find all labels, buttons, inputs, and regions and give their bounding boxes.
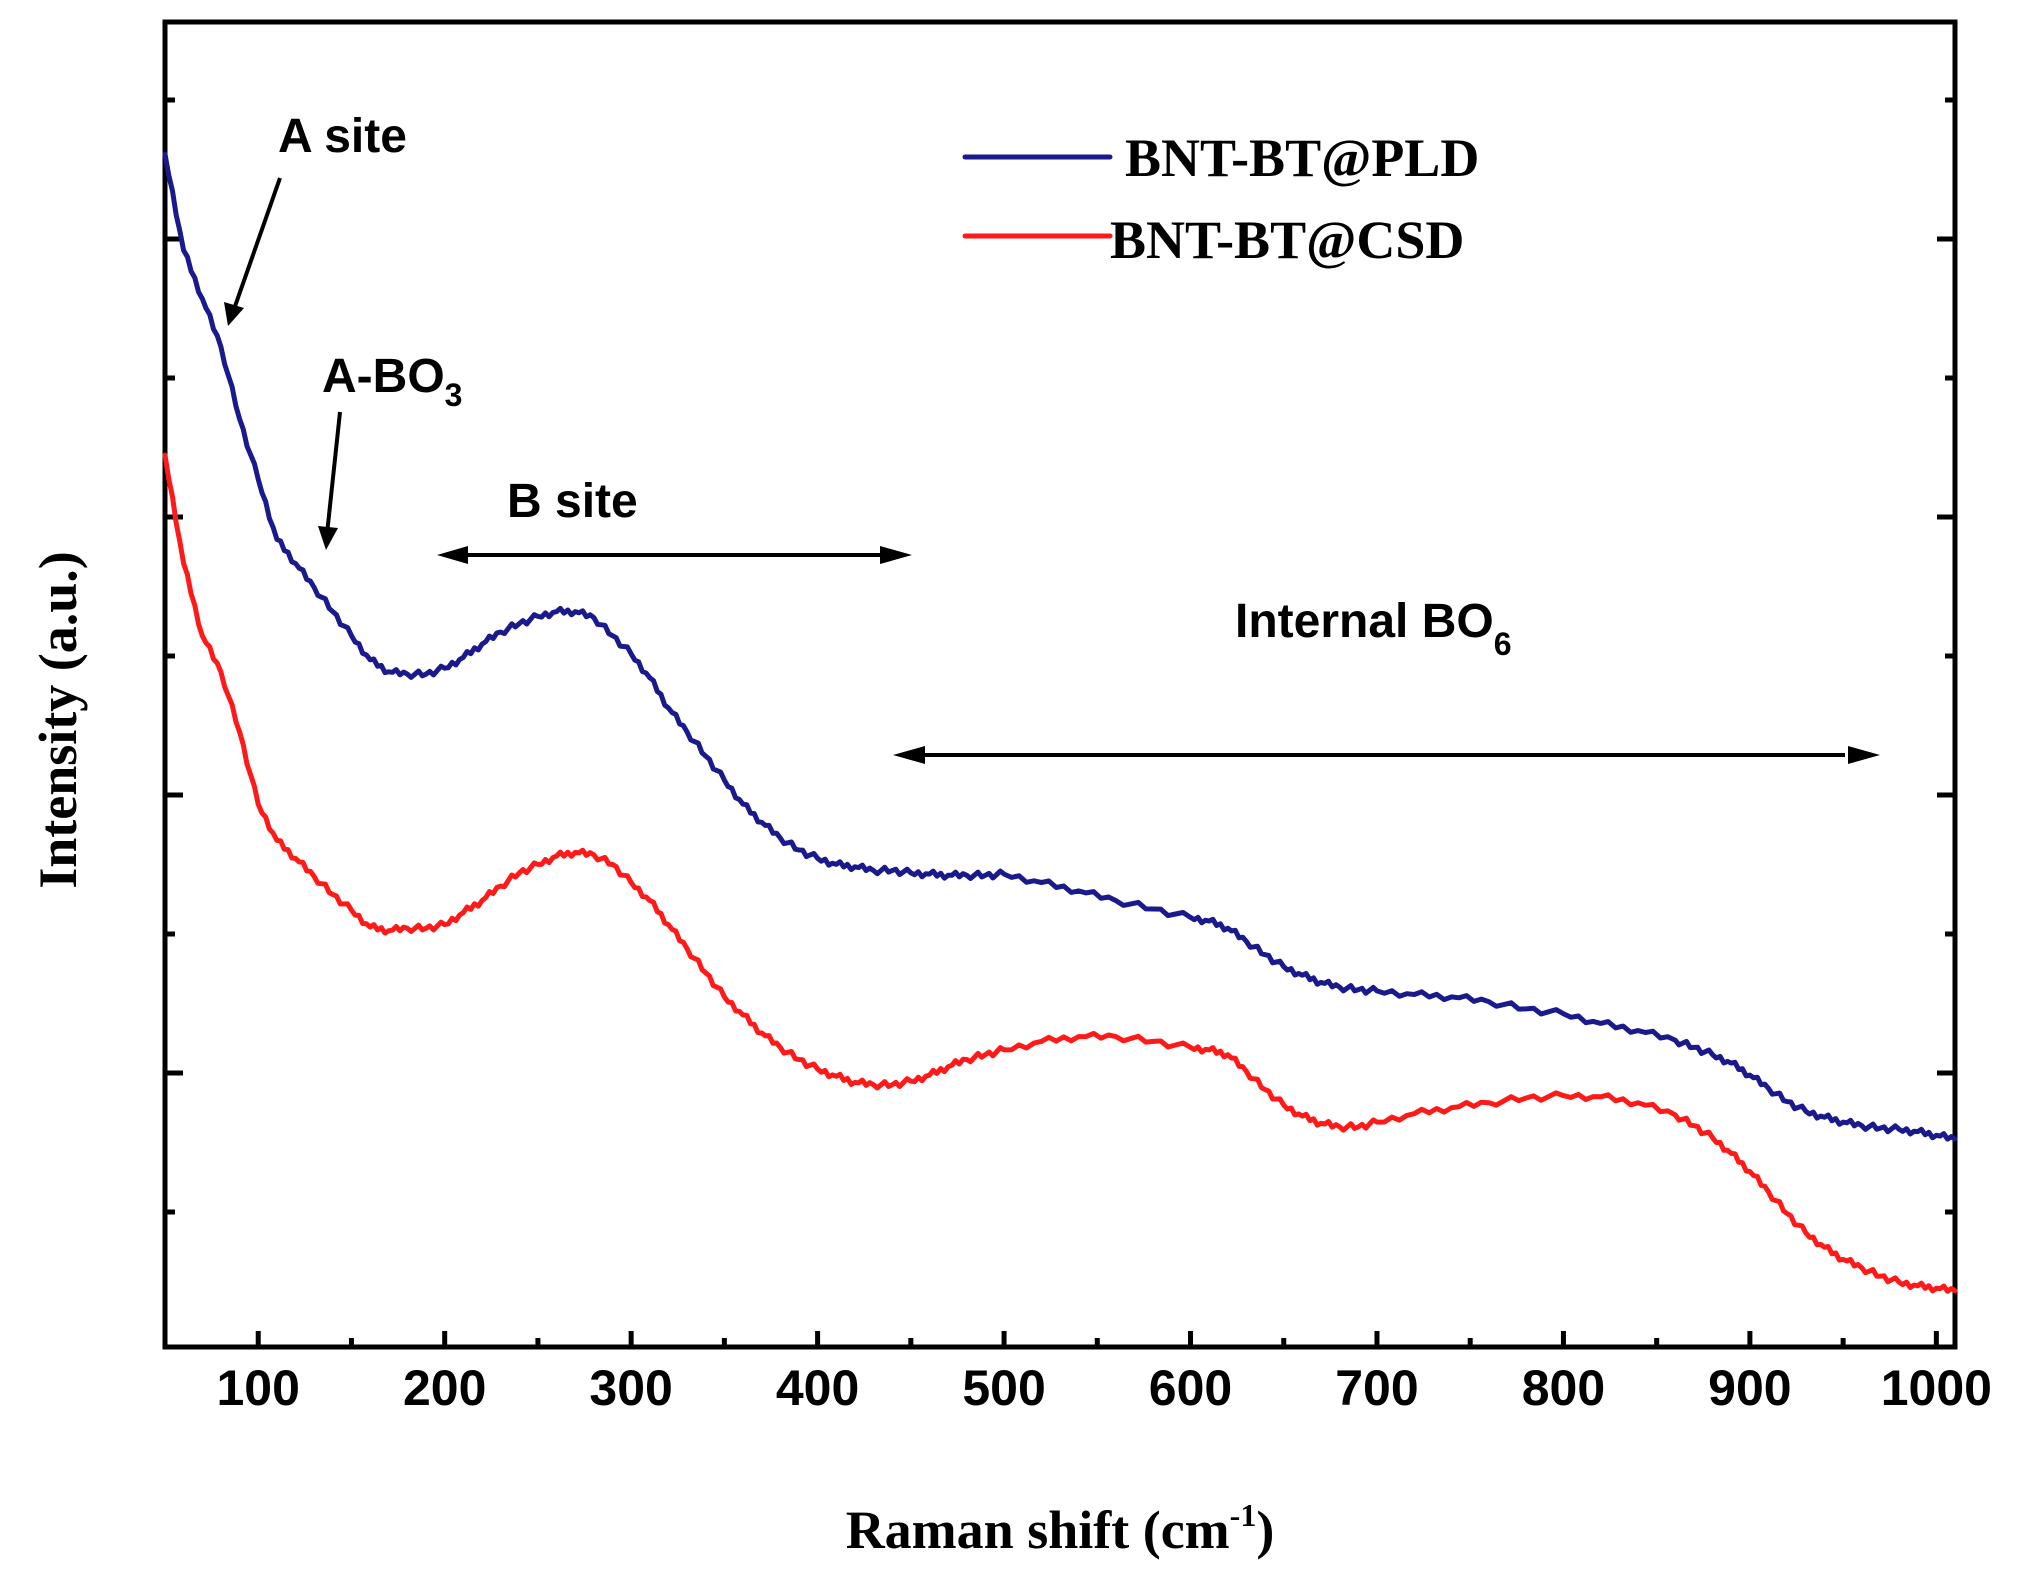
axis-ticks: 100 200 300 400 500 600 700 800 900 1000 xyxy=(165,97,1992,1416)
legend: BNT-BT@PLD BNT-BT@CSD xyxy=(962,128,1479,270)
arrow-a-bo3 xyxy=(325,411,342,535)
plot-area xyxy=(162,19,1958,1350)
x-tick-label: 700 xyxy=(1335,1360,1418,1416)
arrowhead-internal-right xyxy=(1848,746,1880,764)
x-tick-label: 1000 xyxy=(1881,1360,1992,1416)
x-tick-label: 600 xyxy=(1149,1360,1232,1416)
y-axis-title: Intensity (a.u.) xyxy=(28,551,88,889)
x-tick-label: 800 xyxy=(1522,1360,1605,1416)
arrowhead-b-site-left xyxy=(437,546,468,564)
x-tick-label: 900 xyxy=(1708,1360,1791,1416)
series-line-csd xyxy=(162,452,1958,1294)
legend-label-csd: BNT-BT@CSD xyxy=(1110,210,1464,270)
x-tick-label: 500 xyxy=(962,1360,1045,1416)
annotation-b-site: B site xyxy=(507,475,638,528)
annotation-a-bo3: A-BO3 xyxy=(322,350,462,413)
x-tick-label: 100 xyxy=(217,1360,300,1416)
x-tick-label: 200 xyxy=(403,1360,486,1416)
arrowhead-a-bo3 xyxy=(318,526,338,550)
x-axis-title: Raman shift (cm-1) xyxy=(846,1497,1275,1560)
annotation-a-site: A site xyxy=(278,110,407,163)
arrowhead-internal-left xyxy=(893,746,925,764)
x-tick-label: 400 xyxy=(776,1360,859,1416)
annotations: A site A-BO3 B site Internal BO6 xyxy=(224,110,1880,764)
arrowhead-b-site-right xyxy=(880,546,912,564)
plot-frame xyxy=(162,19,1958,1350)
arrowhead-a-site xyxy=(224,302,244,326)
annotation-internal-bo6: Internal BO6 xyxy=(1235,595,1512,662)
arrow-a-site xyxy=(231,177,282,313)
series-line-pld xyxy=(162,151,1958,1142)
legend-label-pld: BNT-BT@PLD xyxy=(1125,128,1479,188)
series-group xyxy=(162,151,1958,1294)
x-tick-label: 300 xyxy=(589,1360,672,1416)
